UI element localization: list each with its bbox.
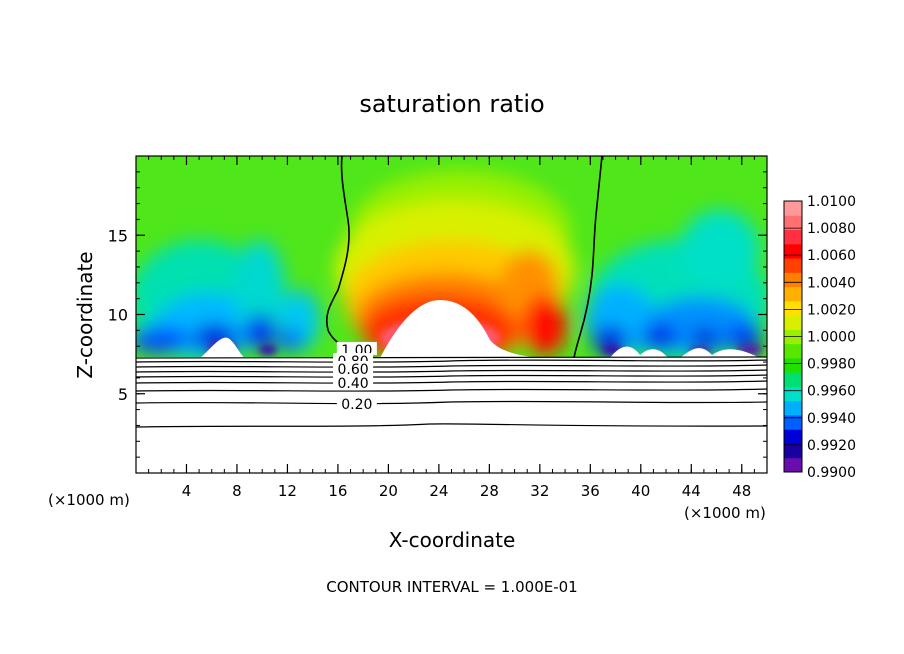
y-tick-label: 5 xyxy=(118,385,128,404)
colorbar-swatch xyxy=(784,272,802,288)
colorbar-swatch xyxy=(784,286,802,302)
colorbar-swatch xyxy=(784,386,802,402)
colorbar-label: 0.9940 xyxy=(807,411,856,427)
colorbar-swatch xyxy=(784,400,802,416)
colorbar-swatch xyxy=(784,215,802,231)
x-tick-label: 8 xyxy=(232,482,242,500)
colorbar-label: 1.0080 xyxy=(807,221,856,237)
colorbar-label: 1.0000 xyxy=(807,330,856,346)
x-tick-label: 24 xyxy=(429,482,448,500)
colorbar-swatch xyxy=(784,357,802,373)
y-axis-label: Z-coordinate xyxy=(73,251,97,378)
contour-label: 0.60 xyxy=(337,362,368,378)
x-tick-label: 12 xyxy=(278,482,297,500)
colorbar-swatch xyxy=(784,229,802,245)
colorbar-label: 0.9920 xyxy=(807,438,856,454)
x-tick-label: 32 xyxy=(530,482,549,500)
contour-1-00-right xyxy=(573,156,603,359)
colorbar-swatch xyxy=(784,315,802,330)
x-unit-note-right: (×1000 m) xyxy=(684,504,766,522)
contour-label-bg xyxy=(333,375,374,389)
colorbar-swatch xyxy=(784,258,802,273)
colorbar-label: 1.0020 xyxy=(807,302,856,318)
x-tick-label: 4 xyxy=(182,482,192,500)
x-tick-label: 40 xyxy=(631,482,650,500)
x-tick-label: 20 xyxy=(379,482,398,500)
colorbar-swatch xyxy=(784,243,802,259)
colorbar-swatch xyxy=(784,443,802,459)
colorbar-swatch xyxy=(784,300,802,316)
x-tick-label: 48 xyxy=(732,482,751,500)
contour-label-bg xyxy=(336,341,377,355)
contour-label: 0.20 xyxy=(341,397,372,413)
x-axis-label: X-coordinate xyxy=(389,528,516,552)
contour-label: 0.40 xyxy=(337,376,368,392)
colorbar-swatch xyxy=(784,372,802,387)
y-tick-label: 15 xyxy=(108,226,128,245)
x-tick-label: 16 xyxy=(328,482,347,500)
contour-labels: 1.000.800.600.400.20 xyxy=(333,341,377,413)
colorbar-label: 0.9980 xyxy=(807,357,856,373)
chart-title: saturation ratio xyxy=(359,90,544,118)
x-tick-label: 36 xyxy=(581,482,600,500)
colorbar-label: 1.0040 xyxy=(807,275,856,291)
colorbar-swatch xyxy=(784,429,802,444)
y-tick-label: 10 xyxy=(108,306,128,325)
colorbar-label: 1.0060 xyxy=(807,248,856,264)
colorbar-swatch xyxy=(784,201,802,216)
colorbar-swatch xyxy=(784,343,802,359)
contour-label-bg xyxy=(333,360,374,374)
colorbar-label: 1.0100 xyxy=(807,194,856,210)
x-tick-label: 44 xyxy=(682,482,701,500)
saturation-field xyxy=(136,170,767,365)
colorbar-label: 0.9900 xyxy=(807,465,856,481)
plot-area: 1.000.800.600.400.20 xyxy=(136,156,767,473)
contour-1-00-left xyxy=(325,156,350,353)
x-unit-note-left: (×1000 m) xyxy=(48,491,130,509)
subsurface-contours xyxy=(136,356,767,428)
colorbar-label: 0.9960 xyxy=(807,384,856,400)
colorbar-swatch xyxy=(784,414,802,430)
colorbar-swatch xyxy=(784,457,802,473)
contour-label-bg xyxy=(336,395,377,409)
contour-interval-note: CONTOUR INTERVAL = 1.000E-01 xyxy=(326,578,577,596)
x-tick-label: 28 xyxy=(480,482,499,500)
colorbar: 1.0100 1.0080 1.0060 1.0040 1.0020 1.0000 0.99… xyxy=(783,194,856,481)
